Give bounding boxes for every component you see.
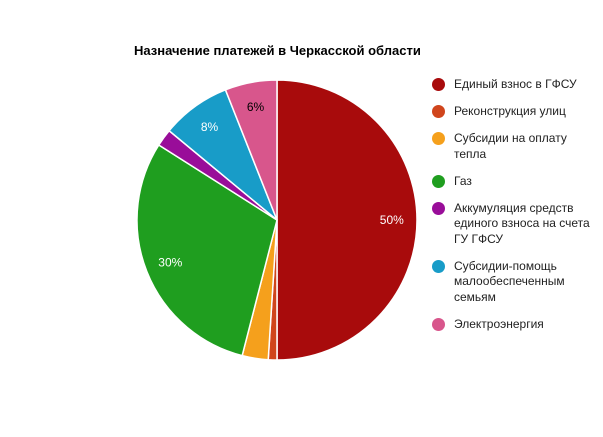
- legend-item: Газ: [432, 174, 597, 190]
- legend-marker-icon: [432, 201, 445, 215]
- legend: Единый взнос в ГФСУ Реконструкция улиц Суб…: [432, 77, 597, 344]
- legend-item: Реконструкция улиц: [432, 104, 597, 120]
- legend-item: Субсидии-помощь малообеспеченным семьям: [432, 259, 597, 306]
- pie-slice-1[interactable]: [276, 79, 418, 361]
- legend-label: Электроэнергия: [454, 316, 544, 331]
- chart-title: Назначение платежей в Черкасской области: [134, 43, 421, 58]
- legend-label: Газ: [454, 173, 472, 188]
- legend-item: Единый взнос в ГФСУ: [432, 77, 597, 93]
- pie-slice-label: 50%: [380, 213, 404, 227]
- legend-label: Реконструкция улиц: [454, 104, 566, 118]
- legend-label: Аккумуляция средств единого взноса на сч…: [454, 200, 590, 246]
- legend-label: Субсидии на оплату тепла: [454, 131, 567, 161]
- pie-slice-7[interactable]: [224, 79, 278, 221]
- legend-marker-icon: [432, 259, 445, 273]
- legend-marker-icon: [432, 105, 445, 118]
- legend-marker-icon: [432, 132, 445, 145]
- legend-marker-icon: [432, 174, 445, 188]
- pie-slice-label: 6%: [247, 100, 265, 114]
- legend-item: Субсидии на оплату тепла: [432, 131, 597, 162]
- pie-slice-label: 8%: [201, 120, 219, 134]
- pie-slice-4[interactable]: [136, 143, 278, 357]
- legend-marker-icon: [432, 78, 445, 91]
- legend-marker-icon: [432, 317, 445, 331]
- legend-label: Единый взнос в ГФСУ: [454, 77, 577, 91]
- legend-label: Субсидии-помощь малообеспеченным семьям: [454, 258, 565, 304]
- legend-item: Электроэнергия: [432, 317, 597, 333]
- legend-item: Аккумуляция средств единого взноса на сч…: [432, 201, 597, 248]
- pie-slice-label: 30%: [158, 255, 182, 269]
